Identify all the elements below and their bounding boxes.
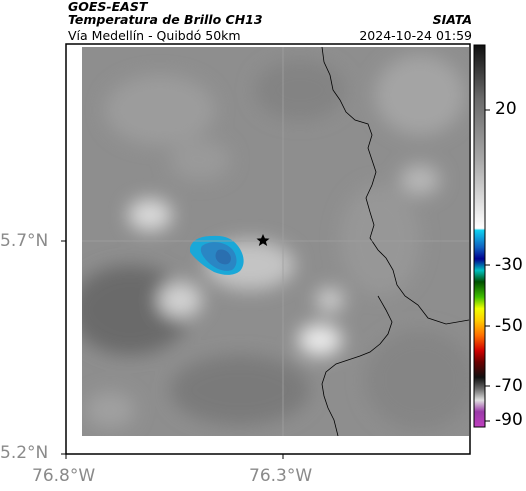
brightness-temperature-field <box>82 47 469 436</box>
colorbar-label: -30 <box>495 255 523 275</box>
colorbar-label: 20 <box>495 99 517 119</box>
lon-label: 76.3°W <box>249 466 313 486</box>
product-title: Temperatura de Brillo CH13 <box>68 12 263 27</box>
cold-cloud-cell <box>190 235 244 275</box>
lat-label: 5.7°N <box>0 231 49 251</box>
brand-label: SIATA <box>432 12 472 27</box>
timestamp: 2024-10-24 01:59 <box>359 28 472 43</box>
colorbar-label: -90 <box>495 410 523 430</box>
location-subtitle: Vía Medellín - Quibdó 50km <box>68 28 241 43</box>
colorbar <box>473 44 486 428</box>
lon-label: 76.8°W <box>32 466 96 486</box>
border-line <box>321 47 469 325</box>
star-icon <box>256 234 270 246</box>
colorbar-label: -50 <box>495 316 523 336</box>
satellite-name: GOES-EAST <box>68 0 148 14</box>
river-line <box>321 295 393 436</box>
lat-label: 5.2°N <box>0 443 49 463</box>
colorbar-label: -70 <box>495 376 523 396</box>
